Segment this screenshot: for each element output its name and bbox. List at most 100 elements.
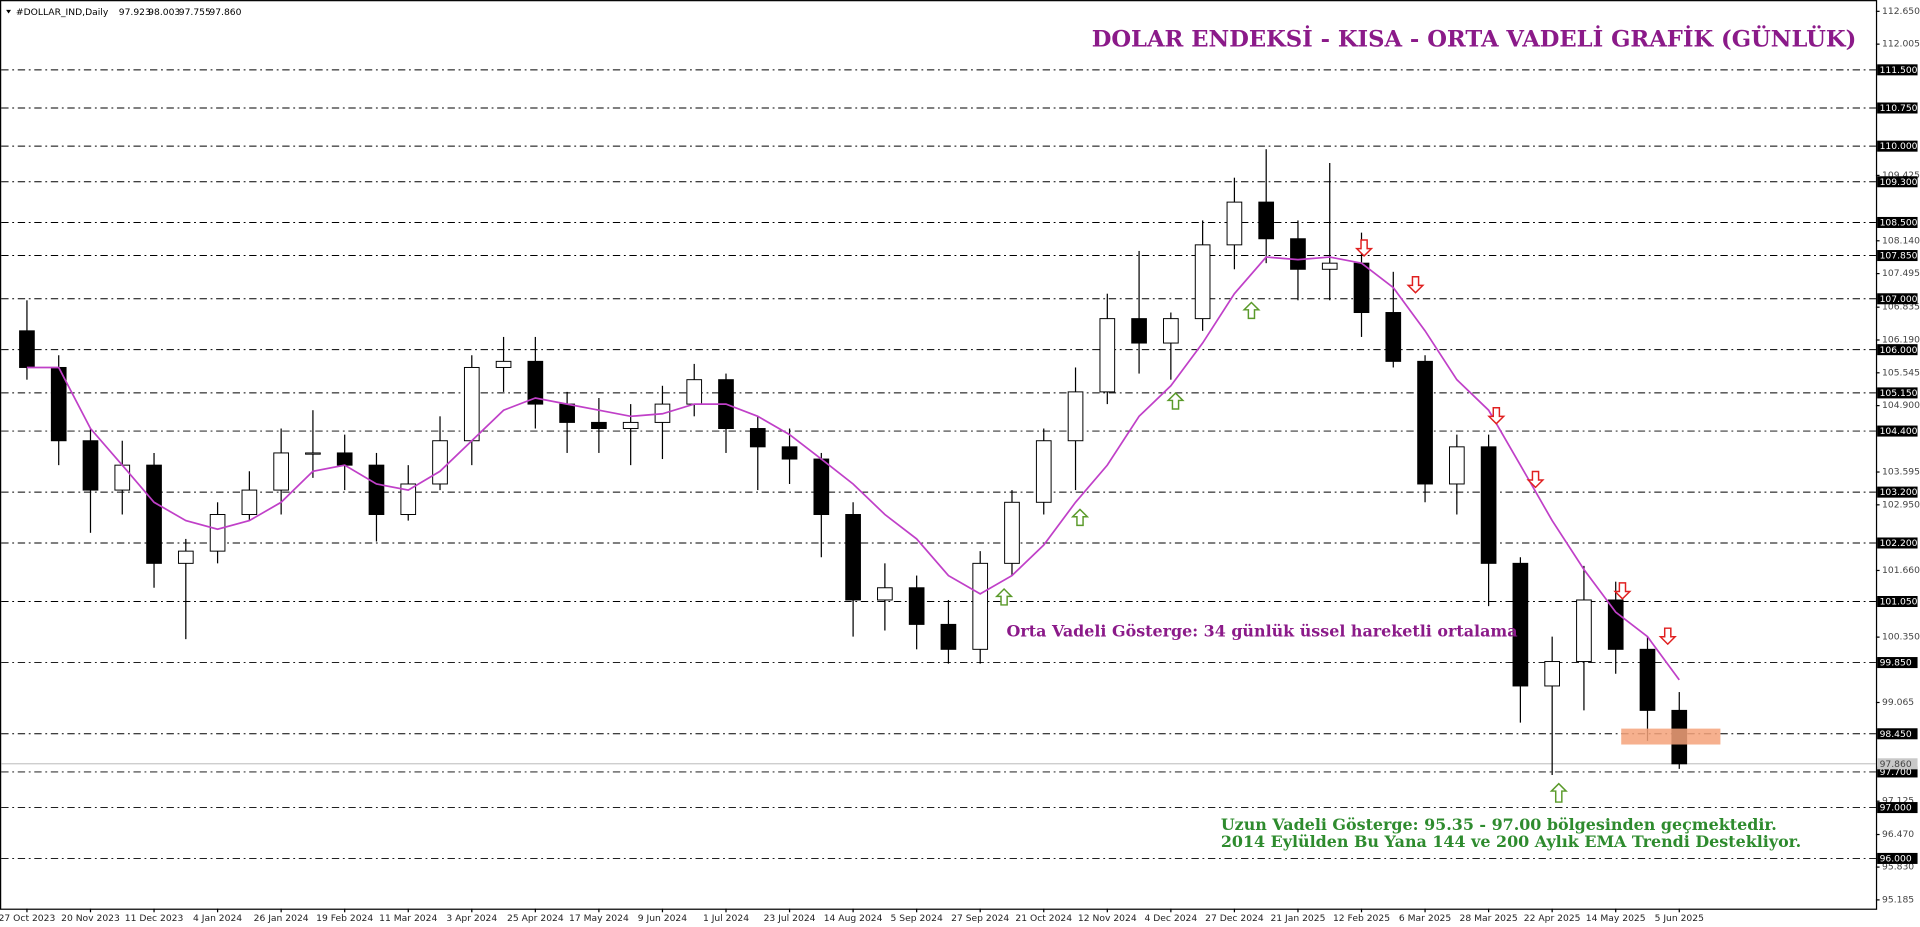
down-arrow xyxy=(1613,582,1632,600)
down-arrow xyxy=(1658,627,1677,646)
x-tick-label: 1 Jul 2024 xyxy=(703,913,749,924)
x-tick-label: 12 Feb 2025 xyxy=(1333,913,1390,924)
level-box xyxy=(1877,802,1918,814)
candle-body xyxy=(1004,501,1020,564)
last-price-label: 97.860 xyxy=(1880,759,1912,770)
y-tick-label: 95.830 xyxy=(1882,862,1914,873)
candle-body xyxy=(1449,446,1465,485)
level-label: 106.000 xyxy=(1880,345,1918,356)
down-arrows xyxy=(1354,239,1677,646)
x-tick-label: 20 Nov 2023 xyxy=(61,913,120,924)
level-label: 110.000 xyxy=(1880,141,1918,152)
header-close: 97.860 xyxy=(209,7,241,18)
level-box xyxy=(1877,657,1918,669)
candle-body xyxy=(1385,312,1402,362)
up-arrow xyxy=(1070,508,1090,527)
candle-body xyxy=(1544,661,1560,687)
candle-body xyxy=(845,514,861,601)
x-tick-label: 14 Aug 2024 xyxy=(824,913,883,924)
level-box xyxy=(1877,728,1918,740)
candle-body xyxy=(1035,440,1052,503)
chart-title: DOLAR ENDEKSİ - KISA - ORTA VADELİ GRAFİ… xyxy=(1092,24,1857,52)
x-tick-label: 25 Apr 2024 xyxy=(507,913,564,924)
candle-body xyxy=(1163,318,1179,344)
candle-body xyxy=(749,428,766,448)
level-label: 105.150 xyxy=(1880,388,1918,399)
y-tick-label: 112.005 xyxy=(1882,39,1920,50)
y-tick-label: 101.660 xyxy=(1882,565,1920,576)
level-box xyxy=(1877,852,1918,864)
down-arrow xyxy=(1406,276,1425,294)
x-tick-label: 11 Dec 2023 xyxy=(125,913,184,924)
candle-body xyxy=(209,514,226,552)
level-box xyxy=(1877,176,1918,188)
level-label: 104.400 xyxy=(1880,426,1918,437)
y-tick-label: 104.900 xyxy=(1882,400,1920,411)
candle-body xyxy=(82,440,99,491)
candle-body xyxy=(273,452,289,491)
candle-body xyxy=(559,403,575,423)
level-box xyxy=(1877,344,1918,356)
level-box xyxy=(1877,250,1918,262)
candle-body xyxy=(336,452,353,466)
level-box xyxy=(1877,216,1918,228)
candle-body xyxy=(19,330,35,368)
annotation: 2014 Eylülden Bu Yana 144 ve 200 Aylık E… xyxy=(1221,832,1801,851)
x-tick-label: 12 Nov 2024 xyxy=(1078,913,1137,924)
level-label: 107.000 xyxy=(1880,294,1918,305)
level-box xyxy=(1877,387,1918,399)
level-label: 102.200 xyxy=(1880,538,1918,549)
x-tick-label: 21 Jan 2025 xyxy=(1270,913,1325,924)
level-label: 98.450 xyxy=(1880,729,1912,740)
y-tick-label: 109.425 xyxy=(1882,170,1920,181)
candle-body xyxy=(432,440,448,485)
level-label: 101.050 xyxy=(1880,597,1918,608)
up-arrow xyxy=(1242,301,1261,320)
x-tick-label: 22 Apr 2025 xyxy=(1524,913,1581,924)
level-label: 97.000 xyxy=(1880,803,1912,814)
candle-body xyxy=(368,464,385,515)
candle-body xyxy=(1353,262,1370,314)
candle-body xyxy=(527,360,544,405)
header-open: 97.923 xyxy=(119,7,151,18)
candle-body xyxy=(241,489,258,515)
x-tick-label: 14 May 2025 xyxy=(1586,913,1646,924)
y-tick-label: 100.350 xyxy=(1882,632,1920,643)
down-arrow xyxy=(1526,470,1545,489)
y-tick-label: 107.495 xyxy=(1882,268,1920,279)
x-tick-label: 26 Jan 2024 xyxy=(254,913,309,924)
level-label: 97.700 xyxy=(1880,767,1912,778)
candle-body xyxy=(1607,599,1624,650)
level-box xyxy=(1877,102,1918,114)
x-tick-label: 9 Jun 2024 xyxy=(638,913,688,924)
annotation: Uzun Vadeli Gösterge: 95.35 - 97.00 bölg… xyxy=(1221,815,1777,834)
candle-body xyxy=(1480,446,1497,564)
candle-body xyxy=(1321,262,1338,270)
menu-triangle xyxy=(6,9,12,14)
level-box xyxy=(1877,766,1918,778)
up-arrows xyxy=(994,301,1568,803)
x-tick-label: 5 Sep 2024 xyxy=(891,913,943,924)
x-tick-label: 4 Dec 2024 xyxy=(1144,913,1197,924)
x-tick-label: 27 Oct 2023 xyxy=(0,913,55,924)
candle-body xyxy=(940,623,957,650)
last-price-box xyxy=(1877,758,1918,770)
header-high: 98.003 xyxy=(148,7,180,18)
y-tick-label: 106.835 xyxy=(1882,302,1920,313)
symbol: #DOLLAR_IND,Daily xyxy=(16,7,109,18)
y-tick-label: 105.545 xyxy=(1882,367,1920,378)
candle-body xyxy=(1417,360,1433,485)
candle-body xyxy=(495,360,512,368)
candle-body xyxy=(1639,648,1656,711)
candle-body xyxy=(1131,318,1147,344)
candle-body xyxy=(146,464,162,564)
support-zone xyxy=(1621,728,1721,745)
up-arrow xyxy=(1549,782,1568,803)
y-tick-label: 96.470 xyxy=(1882,829,1914,840)
x-tick-label: 27 Sep 2024 xyxy=(951,913,1009,924)
x-tick-label: 11 Mar 2024 xyxy=(379,913,437,924)
x-tick-label: 5 Jun 2025 xyxy=(1655,913,1705,924)
level-label: 109.300 xyxy=(1880,177,1918,188)
candle-body xyxy=(781,446,798,460)
